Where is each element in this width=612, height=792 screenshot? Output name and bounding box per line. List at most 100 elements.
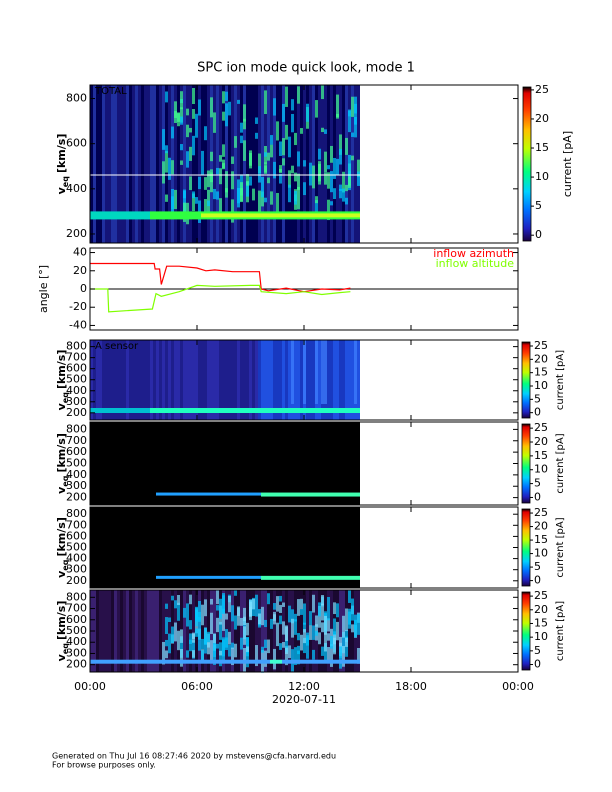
spectrogram-pixel: [357, 408, 360, 413]
spectrogram-pixel: [207, 659, 210, 664]
spectrogram-pixel: [156, 422, 159, 505]
spectrogram-pixel: [213, 575, 216, 579]
spectrogram-pixel: [150, 590, 153, 672]
spectrogram-pixel: [99, 507, 102, 588]
spectrogram-pixel: [249, 590, 252, 672]
spectrogram-pixel: [174, 340, 177, 420]
y-tick-label: 400: [66, 468, 87, 481]
spectrogram-pixel: [111, 659, 114, 664]
colorbar-tick-label: 10: [534, 547, 548, 560]
spectrogram-pixel: [138, 659, 141, 664]
spectrogram-pixel: [216, 605, 219, 611]
spectrogram-pixel: [303, 160, 306, 167]
spectrogram-pixel: [225, 575, 228, 579]
spectrogram-pixel: [273, 659, 276, 664]
spectrogram-pixel: [210, 598, 213, 605]
spectrogram-pixel: [294, 613, 297, 622]
spectrogram-pixel: [156, 211, 159, 220]
spectrogram-pixel: [300, 507, 303, 588]
spectrogram-pixel: [189, 507, 192, 588]
spectrogram-pixel: [192, 408, 195, 413]
spectrogram-pixel: [279, 141, 282, 156]
spectrogram-pixel: [339, 575, 342, 580]
spectrogram-pixel: [102, 408, 105, 413]
spectrogram-pixel: [222, 422, 225, 505]
spectrogram-pixel: [237, 213, 240, 218]
spectrogram-pixel: [297, 86, 300, 104]
spectrogram-pixel: [246, 174, 249, 186]
spectrogram-pixel: [90, 659, 93, 664]
spectrogram-pixel: [120, 507, 123, 588]
spectrogram-pixel: [300, 128, 303, 134]
y-tick-label: 500: [66, 541, 87, 554]
spectrogram-pixel: [327, 165, 330, 170]
spectrogram-pixel: [249, 507, 252, 588]
spectrogram-pixel: [138, 408, 141, 413]
spectrogram-pixel: [279, 643, 282, 650]
spectrogram-pixel: [294, 619, 297, 635]
spectrogram-pixel: [171, 160, 174, 175]
spectrogram-pixel: [228, 408, 231, 413]
spectrogram-pixel: [120, 340, 123, 420]
spectrogram-pixel: [135, 211, 138, 220]
spectrogram-pixel: [129, 422, 132, 505]
spectrogram-pixel: [198, 616, 201, 641]
spectrogram-pixel: [339, 422, 342, 505]
spectrogram-pixel: [324, 129, 327, 134]
spectrogram-pixel: [222, 213, 225, 218]
spectrogram-pixel: [147, 211, 150, 220]
spectrogram-pixel: [225, 340, 228, 420]
y-tick-label: 200: [66, 227, 87, 240]
spectrogram-pixel: [348, 590, 351, 603]
spectrogram-pixel: [282, 507, 285, 588]
spectrogram-pixel: [246, 340, 249, 420]
spectrogram-pixel: [252, 408, 255, 413]
colorbar-label: current [pA]: [555, 517, 566, 577]
spectrogram-pixel: [336, 340, 339, 420]
spectrogram-pixel: [168, 633, 171, 654]
spectrogram-pixel: [198, 640, 201, 651]
spectrogram-pixel: [324, 643, 327, 661]
spectrogram-pixel: [108, 340, 111, 420]
spectrogram-pixel: [279, 408, 282, 413]
spectrogram-pixel: [324, 659, 327, 664]
spectrogram-pixel: [321, 603, 324, 621]
spectrogram-pixel: [285, 575, 288, 580]
spectrogram-pixel: [261, 408, 264, 413]
spectrogram-pixel: [333, 408, 336, 413]
spectrogram-pixel: [255, 422, 258, 505]
spectrogram-pixel: [234, 590, 237, 672]
spectrogram-pixel: [315, 507, 318, 588]
spectrogram-pixel: [276, 575, 279, 580]
spectrogram-pixel: [354, 103, 357, 125]
spectrogram-pixel: [174, 659, 177, 664]
spectrogram-pixel: [234, 340, 237, 420]
spectrogram-pixel: [312, 340, 315, 420]
spectrogram-pixel: [339, 184, 342, 191]
spectrogram-pixel: [189, 659, 192, 664]
spectrogram-pixel: [339, 507, 342, 588]
spectrogram-pixel: [285, 408, 288, 413]
spectrogram-pixel: [324, 408, 327, 413]
spectrogram-pixel: [210, 172, 213, 193]
spectrogram-pixel: [222, 163, 225, 170]
spectrogram-pixel: [210, 640, 213, 663]
spectrogram-pixel: [132, 422, 135, 505]
spectrogram-pixel: [357, 159, 360, 178]
colorbar-tick-label: 5: [535, 199, 542, 212]
spectrogram-pixel: [351, 85, 354, 243]
spectrogram-pixel: [273, 492, 276, 497]
spectrogram-pixel: [102, 85, 105, 243]
spectrogram-pixel: [279, 507, 282, 588]
spectrogram-pixel: [189, 492, 192, 496]
spectrogram-pixel: [324, 213, 327, 218]
spectrogram-pixel: [189, 85, 192, 243]
y-tick-label: 500: [66, 373, 87, 386]
spectrogram-pixel: [132, 408, 135, 413]
y-axis-label: veq [km/s]: [55, 517, 70, 578]
spectrogram-pixel: [183, 422, 186, 505]
spectrogram-pixel: [120, 590, 123, 672]
spectrogram-pixel: [351, 624, 354, 633]
spectrogram-pixel: [222, 575, 225, 579]
spectrogram-pixel: [357, 613, 360, 635]
